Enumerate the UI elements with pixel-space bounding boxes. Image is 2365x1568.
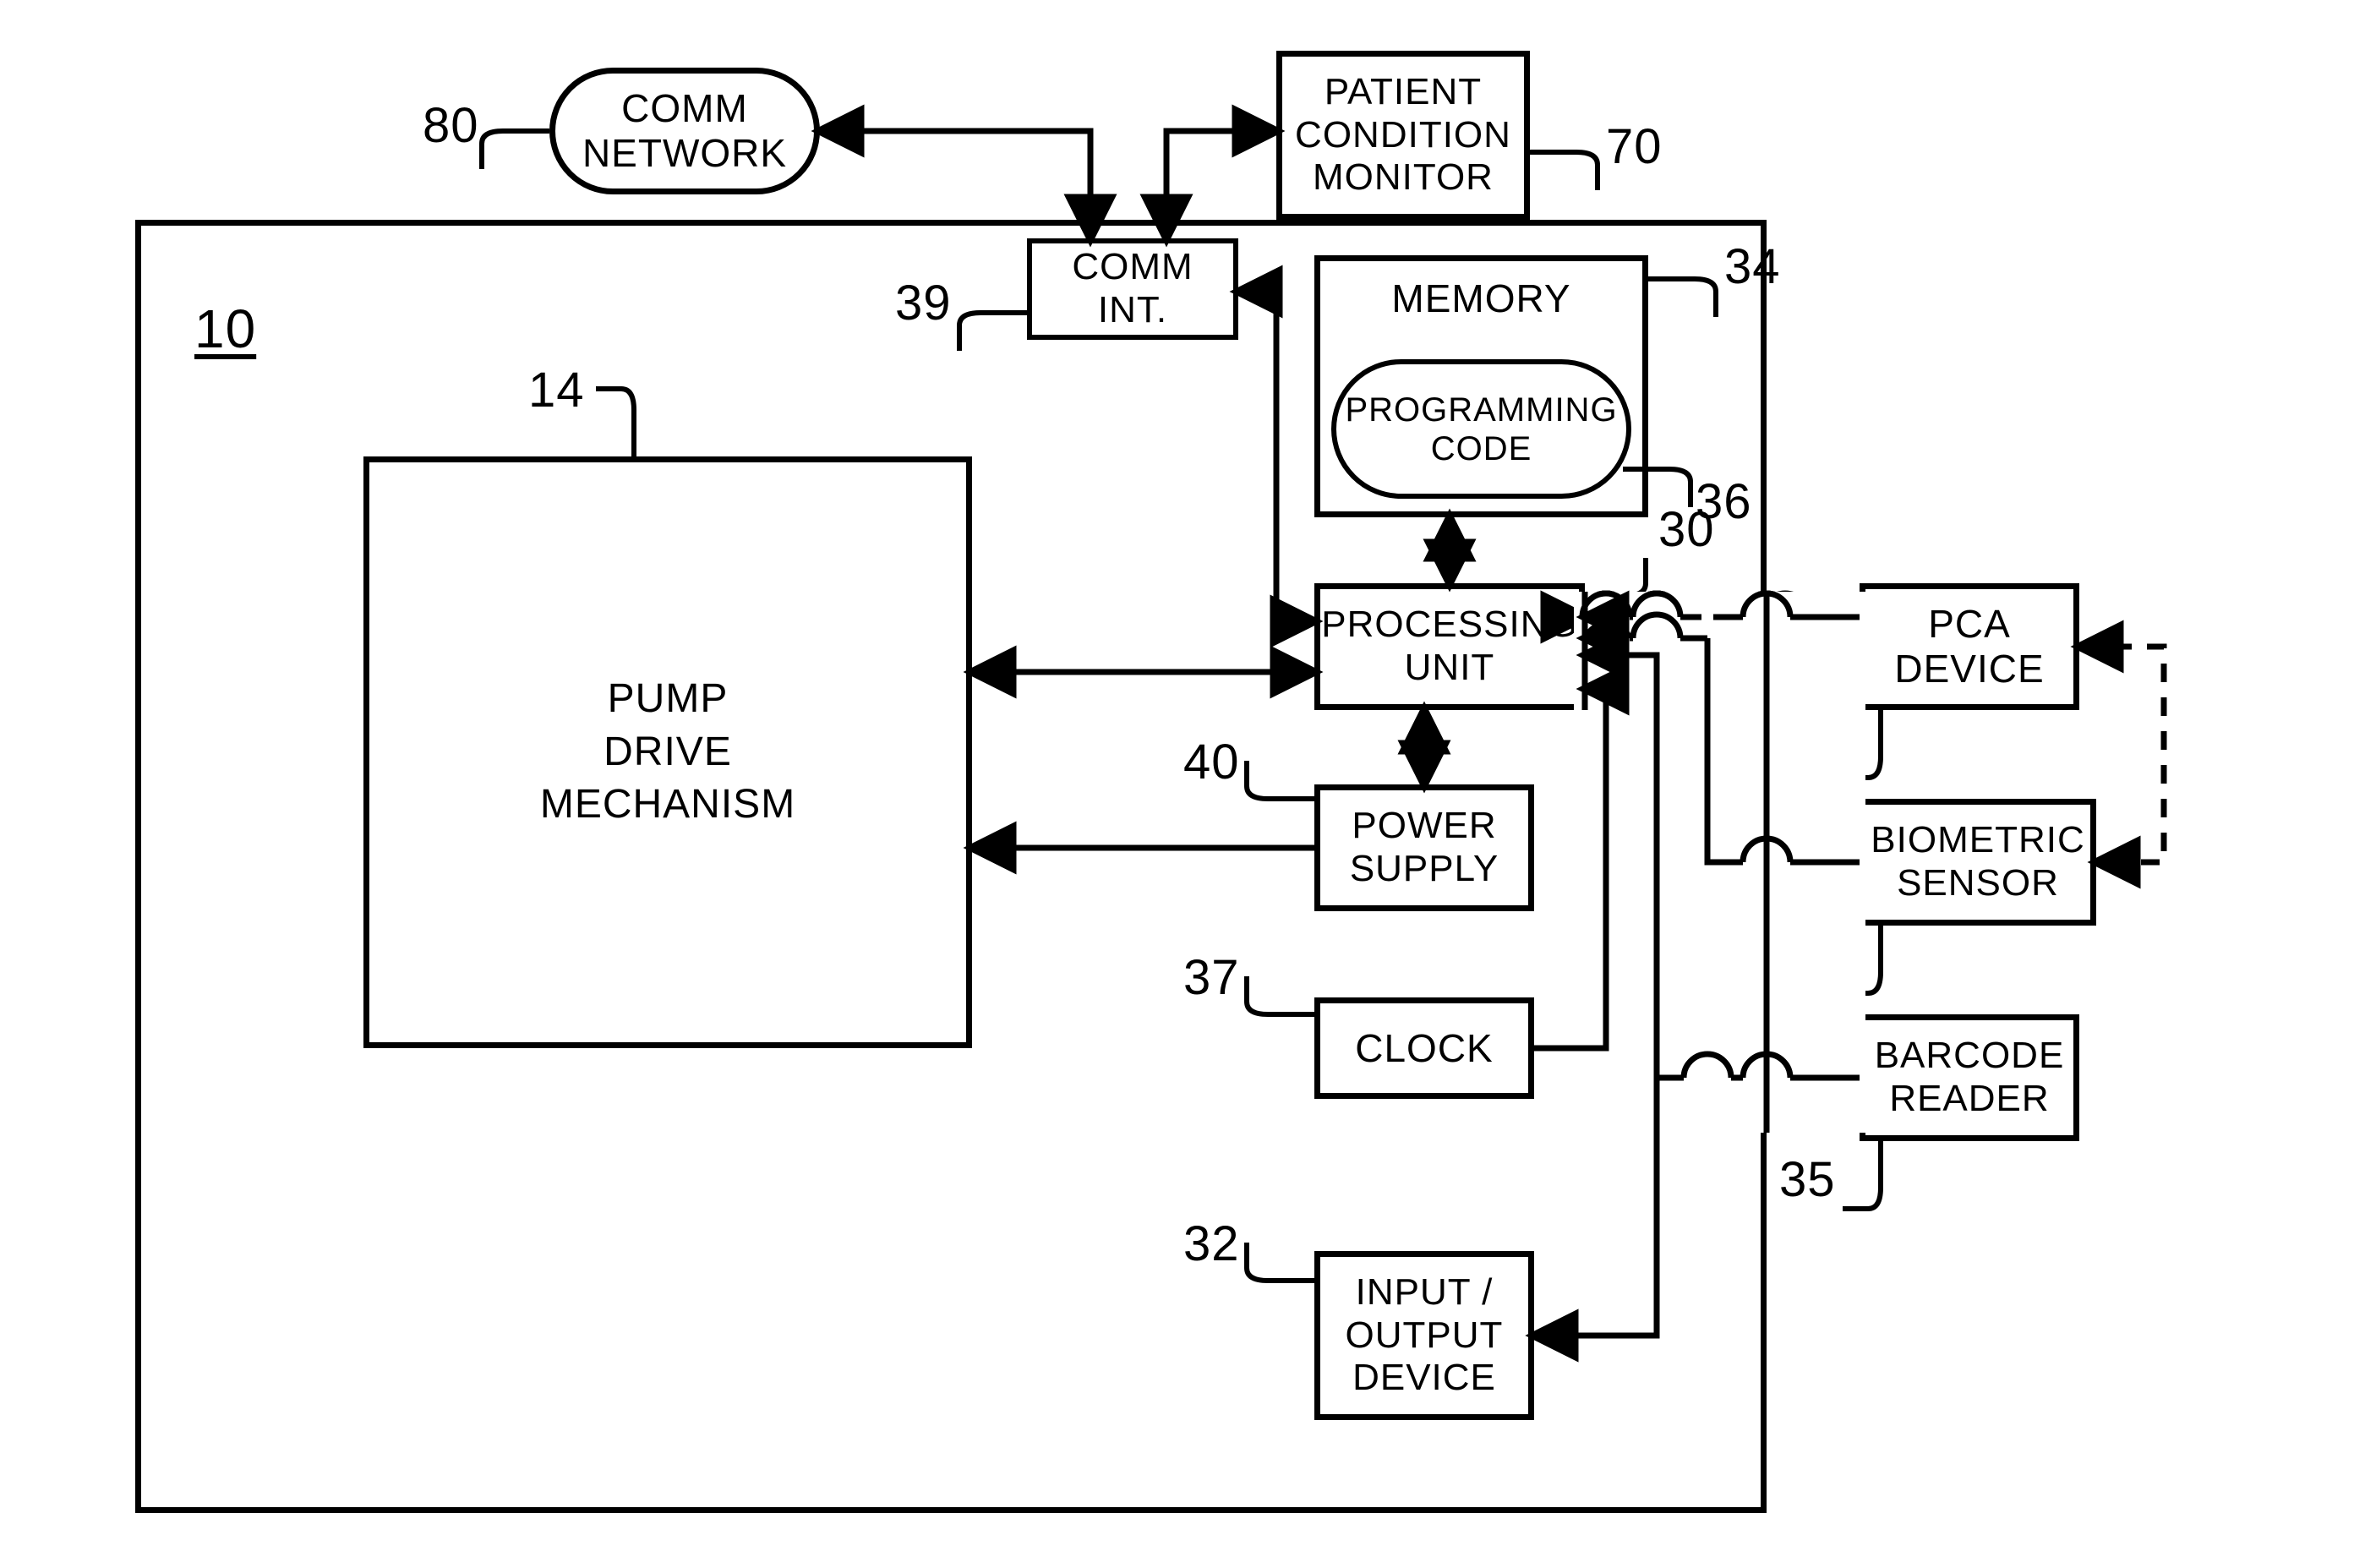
node-processing-unit: PROCESSINGUNIT [1314, 583, 1585, 710]
ref-31: 31 [1779, 720, 1836, 777]
node-biometric: BIOMETRICSENSOR [1860, 799, 2096, 926]
node-io-device: INPUT /OUTPUTDEVICE [1314, 1251, 1534, 1420]
label-memory: MEMORY [1391, 276, 1570, 321]
ref-32: 32 [1183, 1216, 1240, 1272]
ref-35: 35 [1779, 1151, 1836, 1208]
node-comm-int: COMMINT. [1027, 238, 1238, 340]
node-barcode: BARCODEREADER [1860, 1014, 2079, 1141]
diagram-canvas: 10 COMMNETWORK 80 PATIENTCONDITIONMONITO… [0, 0, 2365, 1568]
label-io-device: INPUT /OUTPUTDEVICE [1346, 1271, 1504, 1400]
node-pca-device: PCADEVICE [1860, 583, 2079, 710]
ref-14: 14 [528, 362, 585, 418]
label-processing-unit: PROCESSINGUNIT [1321, 604, 1577, 689]
label-programming-code: PROGRAMMINGCODE [1345, 391, 1617, 468]
ref-37: 37 [1183, 949, 1240, 1006]
label-comm-int: COMMINT. [1072, 246, 1193, 331]
ref-70: 70 [1606, 118, 1663, 175]
node-clock: CLOCK [1314, 997, 1534, 1099]
node-comm-network: COMMNETWORK [549, 68, 820, 194]
label-patient-monitor: PATIENTCONDITIONMONITOR [1295, 71, 1511, 199]
label-barcode: BARCODEREADER [1875, 1035, 2065, 1120]
ref-30: 30 [1658, 501, 1715, 558]
ref-40: 40 [1183, 734, 1240, 790]
node-programming-code: PROGRAMMINGCODE [1331, 359, 1631, 499]
node-power-supply: POWERSUPPLY [1314, 784, 1534, 911]
node-patient-monitor: PATIENTCONDITIONMONITOR [1276, 51, 1530, 220]
ref-33: 33 [1779, 936, 1836, 992]
label-pump: PUMPDRIVEMECHANISM [540, 673, 795, 831]
label-power-supply: POWERSUPPLY [1350, 805, 1499, 890]
ref-39: 39 [895, 275, 952, 331]
ref-80: 80 [423, 97, 479, 154]
label-pca-device: PCADEVICE [1894, 602, 2044, 691]
ref-34: 34 [1724, 238, 1781, 295]
label-comm-network: COMMNETWORK [582, 86, 787, 176]
ref-10: 10 [194, 298, 256, 360]
node-pump: PUMPDRIVEMECHANISM [363, 456, 972, 1048]
label-biometric: BIOMETRICSENSOR [1871, 819, 2084, 904]
label-clock: CLOCK [1355, 1026, 1493, 1071]
